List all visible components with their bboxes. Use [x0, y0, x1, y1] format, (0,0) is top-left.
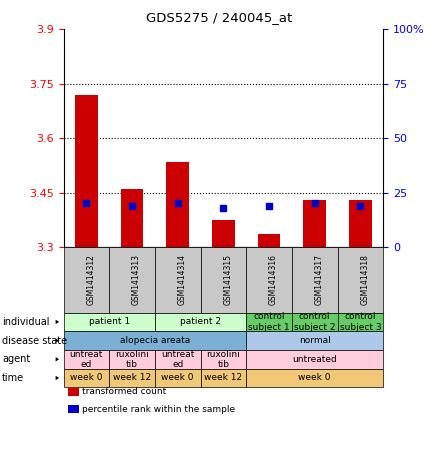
Text: control
subject 2: control subject 2 [294, 312, 336, 332]
Text: alopecia areata: alopecia areata [120, 336, 190, 345]
Text: GSM1414316: GSM1414316 [269, 254, 278, 305]
Text: week 0: week 0 [298, 373, 331, 382]
Text: GSM1414317: GSM1414317 [315, 254, 324, 305]
Text: week 12: week 12 [113, 373, 151, 382]
Text: week 0: week 0 [162, 373, 194, 382]
Text: GDS5275 / 240045_at: GDS5275 / 240045_at [146, 11, 292, 24]
Bar [212, 220, 235, 247]
Text: patient 1: patient 1 [88, 318, 130, 327]
Text: GSM1414315: GSM1414315 [223, 254, 233, 305]
Bar [75, 95, 98, 247]
Text: GSM1414312: GSM1414312 [86, 254, 95, 305]
Bar [120, 189, 143, 247]
Text: normal: normal [299, 336, 331, 345]
Text: untreat
ed: untreat ed [70, 350, 103, 369]
Text: control
subject 3: control subject 3 [339, 312, 381, 332]
Bar [166, 162, 189, 247]
Text: patient 2: patient 2 [180, 318, 221, 327]
Text: GSM1414313: GSM1414313 [132, 254, 141, 305]
Text: untreated: untreated [292, 355, 337, 364]
Text: week 0: week 0 [70, 373, 102, 382]
Bar [258, 234, 280, 247]
Text: ruxolini
tib: ruxolini tib [206, 350, 240, 369]
Bar [349, 200, 372, 247]
Text: GSM1414318: GSM1414318 [360, 254, 369, 305]
Text: percentile rank within the sample: percentile rank within the sample [82, 405, 236, 414]
Bar [303, 200, 326, 247]
Text: transformed count: transformed count [82, 387, 166, 396]
Text: agent: agent [2, 354, 30, 364]
Text: individual: individual [2, 317, 49, 327]
Text: week 12: week 12 [204, 373, 243, 382]
Text: GSM1414314: GSM1414314 [178, 254, 187, 305]
Text: control
subject 1: control subject 1 [248, 312, 290, 332]
Text: time: time [2, 373, 25, 383]
Text: ruxolini
tib: ruxolini tib [115, 350, 149, 369]
Text: disease state: disease state [2, 336, 67, 346]
Text: untreat
ed: untreat ed [161, 350, 194, 369]
